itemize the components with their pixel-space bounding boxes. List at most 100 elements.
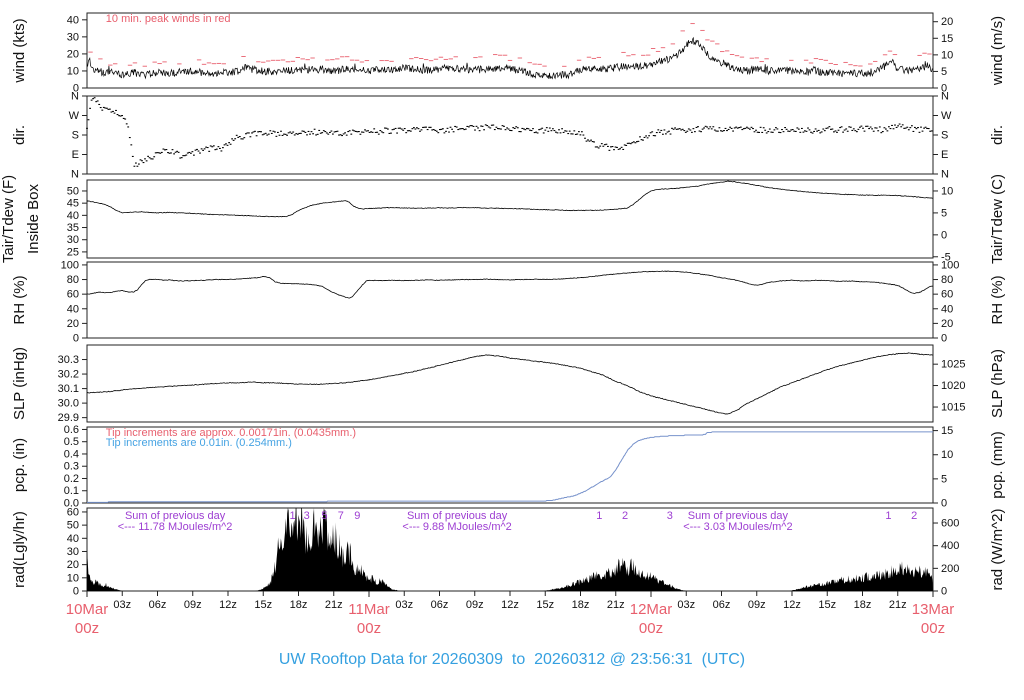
dir-point [856, 131, 858, 133]
dir-point [695, 126, 698, 128]
dir-point [490, 124, 493, 126]
dir-point [371, 131, 374, 133]
dir-point [164, 149, 166, 151]
dir-point [526, 127, 528, 129]
dir-point [397, 127, 400, 129]
dir-point [888, 126, 890, 128]
dir-point [533, 132, 536, 134]
dir-point [377, 133, 380, 135]
dir-point [897, 125, 899, 127]
dir-point [135, 162, 137, 164]
dir-point [793, 130, 796, 132]
ytick-left-temp: 25 [67, 246, 79, 258]
dir-point [416, 127, 418, 129]
dir-point [891, 124, 893, 126]
dir-point [865, 125, 867, 127]
dir-point [785, 128, 788, 130]
dir-point [747, 127, 750, 129]
dir-point [692, 128, 695, 130]
xtick-hour: 15z [254, 599, 272, 611]
xtick-hour: 15z [536, 599, 554, 611]
dir-point [816, 130, 818, 132]
axis-label-right-temp: Tair/Tdew (C) [989, 174, 1006, 264]
dir-point [310, 131, 313, 133]
dir-point [159, 152, 162, 154]
dir-point [665, 133, 667, 135]
dir-point [859, 126, 861, 128]
dir-point [658, 131, 661, 133]
dir-point [555, 131, 557, 133]
dir-point [156, 152, 159, 154]
dir-point [680, 129, 683, 131]
dir-point [428, 126, 431, 128]
dir-point [232, 139, 235, 141]
dir-point [177, 151, 180, 153]
xtick-hour: 06z [149, 599, 167, 611]
dir-point [206, 147, 209, 149]
dir-point [640, 139, 643, 141]
dir-point [151, 158, 154, 160]
dir-point [460, 128, 463, 130]
dir-point [379, 130, 382, 132]
dir-point [329, 131, 331, 133]
dir-point [775, 127, 777, 129]
dir-point [831, 128, 834, 130]
dir-point [455, 126, 458, 128]
dir-point [468, 126, 470, 128]
dir-point [186, 152, 189, 154]
dir-point [814, 128, 817, 130]
dir-point [674, 127, 676, 129]
dir-point [634, 142, 637, 144]
ytick-left-pcp: 0.0 [64, 498, 79, 510]
dir-point [545, 127, 548, 129]
dir-point [654, 135, 657, 137]
dir-point [484, 124, 487, 126]
dir-point [382, 132, 385, 134]
dir-point [211, 146, 214, 148]
dir-point [874, 127, 877, 129]
ytick-left-pcp: 0.4 [64, 448, 79, 460]
ytick-left-wind: 0 [73, 83, 79, 95]
dir-point [107, 108, 110, 110]
dir-point [605, 143, 608, 145]
dir-point [700, 131, 702, 133]
dir-point [862, 127, 864, 129]
dir-point [406, 130, 409, 132]
dir-point [571, 133, 574, 135]
dir-point [248, 132, 250, 134]
rad-hour-marker: 1 [596, 510, 602, 522]
dir-point [671, 127, 673, 129]
ytick-left-dir: E [72, 149, 79, 161]
dir-point [481, 125, 484, 127]
dir-point [765, 132, 768, 134]
dir-point [316, 133, 319, 135]
dir-point [684, 131, 687, 133]
wind-sustained-line [86, 36, 933, 80]
dir-point [293, 134, 296, 136]
dir-point [801, 127, 803, 129]
ytick-left-slp: 30.3 [58, 354, 79, 366]
dir-point [327, 133, 330, 135]
dir-point [439, 129, 441, 131]
dir-point [342, 133, 345, 135]
dir-point [208, 150, 211, 152]
dir-point [141, 160, 143, 162]
dir-point [524, 129, 527, 131]
dir-point [738, 127, 741, 129]
dir-point [486, 125, 489, 127]
dir-point [437, 132, 440, 134]
dir-point [287, 132, 290, 134]
dir-point [530, 130, 533, 132]
dir-point [646, 137, 649, 139]
dir-point [645, 135, 647, 137]
dir-point [387, 128, 389, 130]
dir-point [675, 128, 678, 130]
dir-point [312, 133, 314, 135]
dir-point [596, 146, 599, 148]
dir-point [898, 123, 901, 125]
dir-point [574, 133, 577, 135]
dir-point [356, 131, 359, 133]
dir-point [784, 127, 786, 129]
dir-point [594, 146, 597, 148]
